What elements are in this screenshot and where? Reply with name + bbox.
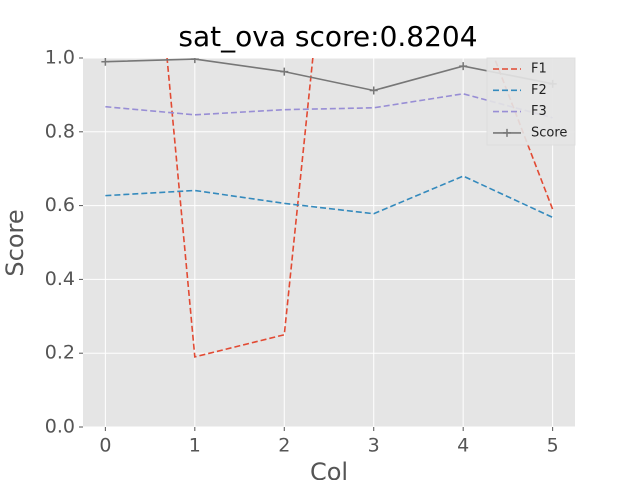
marker [190,58,199,64]
series-line [105,175,553,219]
series-line [105,92,553,119]
lines [101,58,557,358]
legend: F1 F2 F3 Score [486,57,576,146]
series-line [166,58,554,358]
series-line [105,58,553,92]
y-tick-label: 0.2 [45,342,75,364]
y-axis-label: Score [1,209,29,276]
legend-box [486,57,576,146]
x-tick-label: 1 [189,435,201,457]
x-tick-label: 2 [278,435,290,457]
x-tick-label: 4 [457,435,469,457]
marker [101,58,110,66]
x-tick-label: 0 [99,435,111,457]
legend-label: Score [531,125,567,140]
x-axis-label: Col [310,458,348,480]
x-tick-label: 5 [547,435,559,457]
y-tick-label: 0.8 [45,120,75,142]
marker [459,62,468,71]
marker [369,86,378,95]
y-tick-label: 1.0 [45,47,75,69]
y-tick-label: 0.6 [45,194,75,216]
y-tick-label: 0.4 [45,268,75,290]
chart-title: sat_ova score:0.8204 [178,20,477,53]
x-tick-label: 3 [368,435,380,457]
legend-label: F2 [531,83,547,98]
legend-marker [503,128,511,137]
marker [280,67,289,76]
legend-label: F3 [531,104,547,119]
legend-label: F1 [531,62,547,77]
y-tick-label: 0.0 [45,416,75,438]
